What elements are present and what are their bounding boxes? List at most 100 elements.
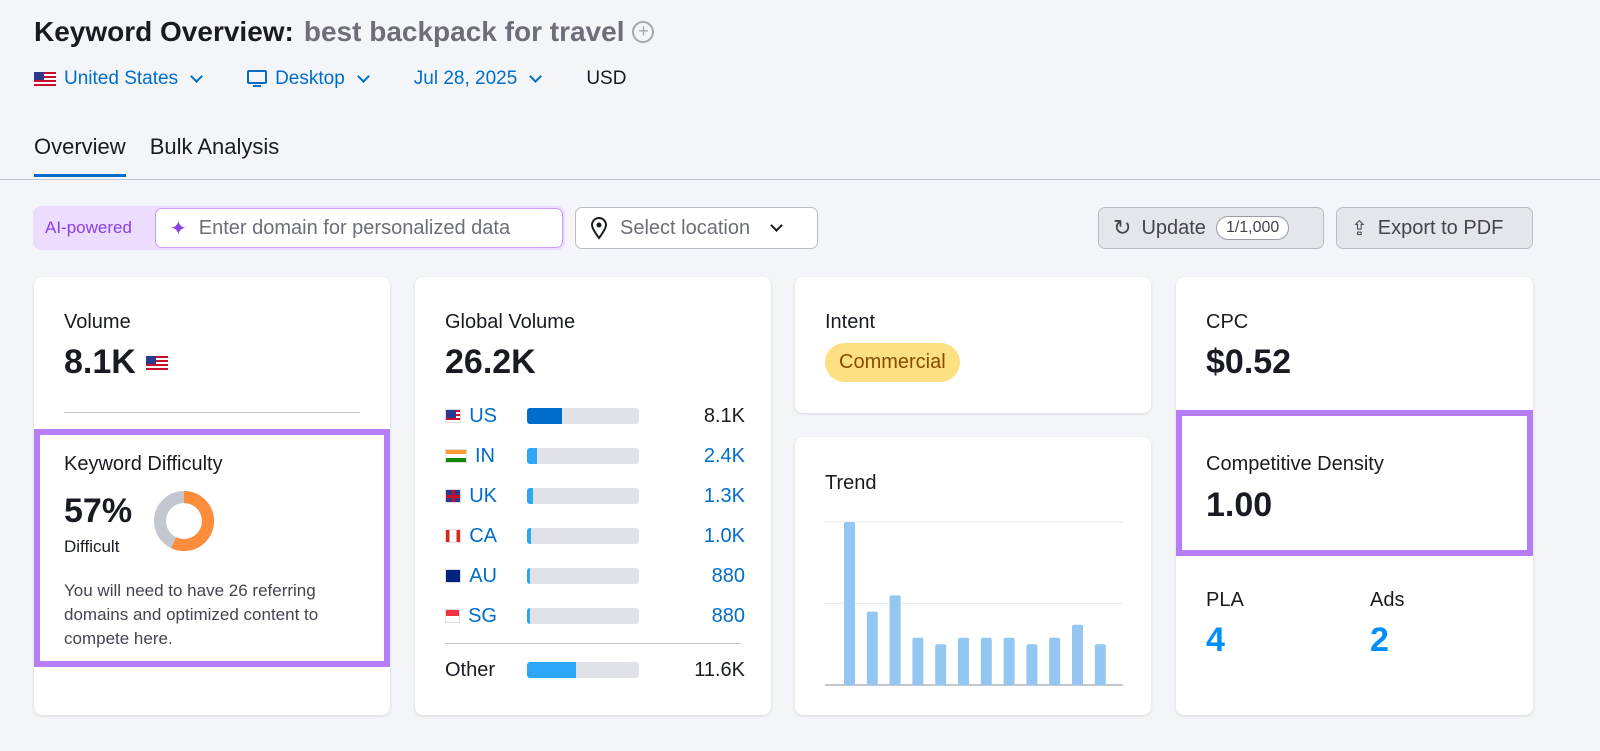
pla-value[interactable]: 4 — [1206, 621, 1225, 659]
sparkle-icon: ✦ — [170, 217, 187, 240]
other-value: 11.6K — [694, 658, 745, 681]
trend-bar[interactable] — [889, 595, 901, 685]
divider — [445, 643, 741, 644]
divider — [64, 412, 360, 413]
upload-icon: ⇪ — [1351, 217, 1368, 240]
trend-label: Trend — [825, 472, 877, 494]
intent-badge: Commercial — [825, 343, 960, 382]
trend-bar[interactable] — [980, 637, 992, 685]
country-row-uk: UK 1.3K — [445, 484, 745, 508]
export-pdf-button[interactable]: ⇪ Export to PDF — [1336, 207, 1533, 249]
cpc-card: CPC $0.52 Competitive Density 1.00 PLA 4… — [1176, 277, 1533, 715]
update-count: 1/1,000 — [1215, 216, 1290, 240]
tab-divider — [0, 179, 1600, 180]
trend-bar[interactable] — [1049, 637, 1061, 685]
global-volume-value: 26.2K — [445, 343, 536, 381]
filters: United States Desktop Jul 28, 2025 USD — [34, 68, 626, 90]
add-icon[interactable]: + — [632, 21, 655, 43]
trend-bar[interactable] — [935, 644, 947, 685]
country-volume[interactable]: 2.4K — [703, 444, 745, 467]
tabs: Overview Bulk Analysis — [34, 134, 279, 177]
global-volume-card: Global Volume 26.2K US 8.1K IN 2.4K UK 1.3K CA… — [415, 277, 771, 715]
country-dropdown[interactable]: United States — [34, 68, 207, 90]
trend-bar[interactable] — [866, 611, 878, 685]
trend-card: Trend — [795, 437, 1151, 715]
country-row-other: Other 11.6K — [445, 658, 745, 682]
country-link[interactable]: SG — [445, 605, 497, 628]
date-dropdown[interactable]: Jul 28, 2025 — [414, 68, 547, 90]
global-volume-label: Global Volume — [445, 311, 576, 333]
country-link[interactable]: AU — [445, 565, 497, 588]
device-dropdown[interactable]: Desktop — [247, 68, 374, 90]
pla-label: PLA — [1206, 589, 1244, 611]
trend-bar[interactable] — [1094, 644, 1106, 685]
share-fill — [527, 568, 531, 584]
trend-bar[interactable] — [912, 637, 924, 685]
trend-bar[interactable] — [1072, 624, 1083, 685]
share-fill — [527, 408, 562, 424]
country-code: US — [469, 404, 497, 427]
device-label: Desktop — [275, 68, 345, 89]
country-code: SG — [468, 604, 497, 627]
density-label: Competitive Density — [1206, 453, 1384, 475]
country-volume[interactable]: 1.0K — [703, 524, 745, 547]
volume-label: Volume — [64, 311, 131, 333]
country-row-sg: SG 880 — [445, 604, 745, 628]
location-placeholder: Select location — [620, 216, 751, 239]
country-link[interactable]: US — [445, 405, 497, 428]
ai-domain-box: AI-powered ✦ Enter domain for personalize… — [33, 206, 565, 250]
flag-icon — [445, 489, 462, 503]
keyword: best backpack for travel — [303, 16, 625, 47]
flag-icon — [445, 529, 462, 543]
country-code: CA — [469, 524, 497, 547]
chevron-down-icon — [190, 70, 203, 83]
flag-icon — [445, 449, 467, 463]
trend-bar[interactable] — [958, 637, 969, 685]
volume-card: Volume 8.1K Keyword Difficulty 57% Diffi… — [34, 277, 390, 715]
kd-arc — [154, 491, 214, 551]
other-label: Other — [445, 658, 496, 681]
share-bar — [527, 448, 639, 464]
country-link[interactable]: UK — [445, 485, 497, 508]
trend-bar[interactable] — [844, 522, 855, 685]
date-label: Jul 28, 2025 — [413, 68, 518, 89]
chevron-down-icon — [529, 70, 543, 83]
update-button[interactable]: ↻ Update 1/1,000 — [1098, 207, 1324, 249]
country-volume[interactable]: 8.1K — [703, 404, 745, 427]
kd-donut — [154, 491, 214, 551]
density-value: 1.00 — [1206, 486, 1273, 524]
location-select[interactable]: Select location — [575, 207, 818, 249]
domain-placeholder: Enter domain for personalized data — [198, 216, 511, 239]
country-label: United States — [64, 68, 179, 89]
country-code: IN — [475, 444, 495, 467]
country-volume[interactable]: 1.3K — [703, 484, 745, 507]
country-volume[interactable]: 880 — [711, 604, 745, 627]
intent-label: Intent — [825, 311, 876, 333]
ai-powered-label: AI-powered — [45, 218, 132, 237]
tab-overview[interactable]: Overview — [34, 134, 126, 177]
country-volume[interactable]: 880 — [711, 564, 745, 587]
country-link[interactable]: IN — [445, 445, 497, 468]
cpc-value: $0.52 — [1206, 343, 1292, 381]
ads-label: Ads — [1370, 589, 1405, 611]
country-row-in: IN 2.4K — [445, 444, 745, 468]
share-bar — [527, 568, 639, 584]
country-link[interactable]: CA — [445, 525, 497, 548]
volume-value: 8.1K — [64, 343, 136, 381]
country-code: AU — [469, 564, 497, 587]
country-row-au: AU 880 — [445, 564, 745, 588]
country-row-ca: CA 1.0K — [445, 524, 745, 548]
export-label: Export to PDF — [1377, 216, 1504, 239]
share-bar — [527, 408, 639, 424]
refresh-icon: ↻ — [1113, 215, 1132, 240]
us-flag-icon — [145, 355, 168, 370]
tab-bulk-analysis[interactable]: Bulk Analysis — [149, 134, 280, 159]
trend-bar[interactable] — [1026, 644, 1038, 685]
ads-value[interactable]: 2 — [1370, 621, 1389, 659]
chevron-down-icon — [770, 219, 783, 232]
flag-icon — [445, 409, 462, 423]
domain-input[interactable]: ✦ Enter domain for personalized data — [155, 208, 563, 248]
trend-chart — [825, 521, 1123, 686]
trend-bar[interactable] — [1003, 637, 1015, 685]
country-row-us: US 8.1K — [445, 404, 745, 428]
